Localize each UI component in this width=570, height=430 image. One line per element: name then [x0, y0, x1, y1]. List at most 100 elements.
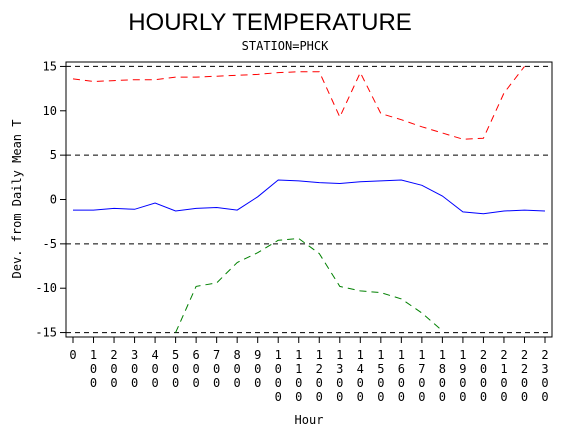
series-1-point	[154, 79, 156, 81]
series-2-point	[154, 202, 156, 204]
series-1-point	[318, 71, 320, 73]
series-1-point	[175, 76, 177, 78]
series-2-point	[483, 213, 485, 215]
series-3-point	[195, 286, 197, 288]
y-tick-label: 0	[50, 193, 57, 207]
series-1-point	[195, 76, 197, 78]
series-3-point	[318, 253, 320, 255]
series-2-point	[503, 210, 505, 212]
series-1-point	[462, 138, 464, 140]
series-3-point	[421, 312, 423, 314]
series-2-point	[544, 210, 546, 212]
series-2-point	[113, 208, 115, 210]
y-tick-label: -5	[43, 237, 57, 251]
series-1-point	[298, 71, 300, 73]
series-line-3	[175, 237, 443, 333]
series-2-point	[442, 195, 444, 197]
y-tick-label: 5	[50, 148, 57, 162]
series-layer	[72, 66, 546, 334]
series-2-point	[421, 185, 423, 187]
series-3-point	[257, 252, 259, 254]
series-3-point	[175, 332, 177, 334]
series-1-point	[483, 137, 485, 139]
series-1-point	[134, 79, 136, 81]
series-2-point	[318, 182, 320, 184]
series-2-point	[93, 209, 95, 211]
series-3-point	[442, 330, 444, 332]
x-tick-label: 0	[69, 348, 76, 362]
series-1-point	[401, 119, 403, 121]
chart-title: HOURLY TEMPERATURE	[128, 9, 412, 36]
series-2-point	[175, 210, 177, 212]
series-3-point	[277, 240, 279, 242]
series-2-point	[380, 180, 382, 182]
series-1-point	[380, 113, 382, 115]
series-1-point	[360, 72, 362, 74]
series-2-point	[401, 179, 403, 181]
y-tick-label: -15	[35, 326, 57, 340]
series-2-point	[462, 211, 464, 213]
series-2-point	[360, 181, 362, 183]
series-2-point	[524, 209, 526, 211]
series-3-point	[380, 292, 382, 294]
x-axis-label: Hour	[295, 413, 324, 427]
series-2-point	[298, 180, 300, 182]
series-2-point	[195, 208, 197, 210]
y-axis-ticks: 15 10 5 0 -5 -10 -15	[35, 59, 66, 340]
series-1-point	[421, 126, 423, 128]
x-axis-ticks: 0 1 0 0 2 0 0 3 0 0 4 0 0 5 0 0 6 0 0 7 0 0 8 0 0 9 0 0 1 0 0 0 1 1 0 0 1 2 0 0…	[69, 337, 549, 404]
y-tick-label: 10	[43, 104, 57, 118]
series-2-point	[236, 209, 238, 211]
series-line-2	[73, 179, 546, 215]
series-1-point	[442, 132, 444, 134]
chart-subtitle: STATION=PHCK	[242, 39, 329, 53]
series-3-point	[298, 238, 300, 240]
series-1-point	[524, 66, 526, 68]
series-3-point	[236, 262, 238, 264]
series-2-point	[339, 183, 341, 185]
series-3-point	[216, 282, 218, 284]
series-1-point	[277, 72, 279, 74]
series-1-point	[113, 80, 115, 82]
series-1-point	[503, 92, 505, 94]
y-tick-label: 15	[43, 59, 57, 73]
series-1-point	[257, 74, 259, 76]
series-2-point	[134, 208, 136, 210]
series-2-point	[216, 207, 218, 209]
series-1-point	[339, 116, 341, 118]
series-1-point	[236, 75, 238, 77]
y-tick-label: -10	[35, 281, 57, 295]
reference-lines	[66, 65, 552, 334]
series-3-point	[401, 298, 403, 300]
y-axis-label: Dev. from Daily Mean T	[10, 120, 24, 279]
series-2-point	[72, 209, 74, 211]
series-1-point	[72, 78, 74, 80]
series-line-1	[72, 66, 525, 140]
series-3-point	[360, 290, 362, 292]
